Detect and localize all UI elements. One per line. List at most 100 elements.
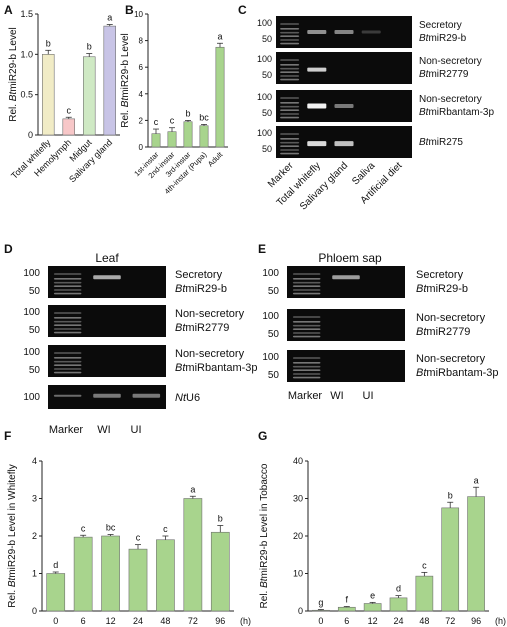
y-tick-label: 2 <box>139 116 144 125</box>
marker-size-label: 100 <box>23 347 40 358</box>
y-axis-label: Rel. BtmiR29-b Level <box>8 27 19 122</box>
gel-image <box>276 52 412 84</box>
y-tick-label: 0 <box>298 606 303 616</box>
bar <box>215 46 225 148</box>
x-tick-label: 0 <box>318 616 323 626</box>
marker-size-label: 50 <box>262 108 272 118</box>
row-label-type: Non-secretory <box>416 353 486 365</box>
bar <box>199 125 209 148</box>
row-label-type: Secretory <box>175 269 223 281</box>
x-tick-label: 72 <box>445 616 455 626</box>
gel-band <box>332 275 360 280</box>
panel-letter-e: E <box>258 242 266 256</box>
gel-band <box>334 30 354 34</box>
gel-band <box>292 365 321 368</box>
row-label-type: Non-secretory <box>419 94 482 105</box>
marker-size-label: 50 <box>29 325 41 336</box>
gel-band <box>292 328 321 330</box>
gel-band <box>53 312 82 314</box>
x-tick-label: 12 <box>106 616 116 626</box>
bar <box>441 507 460 612</box>
gel-band <box>53 352 82 354</box>
gel-band <box>292 285 321 287</box>
y-tick-label: 10 <box>293 569 303 579</box>
y-tick-label: 20 <box>293 531 303 541</box>
gel-image <box>287 266 405 298</box>
significance-letter: c <box>163 524 168 534</box>
marker-size-label: 50 <box>29 365 41 376</box>
row-label-mirna: BtmiR2779 <box>416 326 470 338</box>
x-tick-label: 0 <box>53 616 58 626</box>
panel-letter-a: A <box>4 3 13 17</box>
significance-letter: c <box>67 105 72 115</box>
lane-label: UI <box>363 390 374 402</box>
significance-letter: a <box>107 12 112 22</box>
bar <box>101 535 120 612</box>
significance-letter: d <box>396 584 401 594</box>
x-unit-label: (h) <box>495 616 506 626</box>
gel-band <box>361 30 381 34</box>
row-label-mirna: BtmiRbantam-3p <box>175 362 258 374</box>
gel-band <box>292 278 321 280</box>
marker-size-label: 50 <box>262 70 272 80</box>
bar <box>467 496 485 612</box>
marker-size-label: 100 <box>262 352 279 363</box>
bar <box>183 121 193 148</box>
row-label-type: Secretory <box>416 269 464 281</box>
panel-letter-g: G <box>258 429 267 443</box>
gel-band <box>292 324 321 327</box>
y-axis-label: Rel. BtmiR29-b Level in Whitefly <box>7 464 18 607</box>
x-tick-label: Adult <box>206 149 225 168</box>
y-tick-label: 0.5 <box>20 90 33 100</box>
lane-label: UI <box>131 424 142 436</box>
gel-band <box>280 133 300 135</box>
gel-band <box>280 71 300 73</box>
gel-band <box>292 273 321 275</box>
bar <box>73 536 93 612</box>
row-label-mirna: BtmiR2779 <box>175 322 229 334</box>
row-label-mirna: BtmiR29-b <box>419 33 467 44</box>
gel-image <box>48 345 166 377</box>
gel-band <box>280 141 300 144</box>
gel-band <box>292 281 321 284</box>
gel-image <box>287 350 405 382</box>
marker-size-label: 50 <box>268 286 280 297</box>
significance-letter: c <box>136 533 141 543</box>
y-tick-label: 1.0 <box>20 49 33 59</box>
marker-size-label: 100 <box>262 311 279 322</box>
lane-label: Marker <box>49 424 84 436</box>
x-tick-label: 96 <box>215 616 225 626</box>
bar <box>363 603 382 612</box>
row-label-mirna: BtmiR29-b <box>175 283 227 295</box>
gel-title: Leaf <box>95 251 119 265</box>
x-tick-label: 6 <box>344 616 349 626</box>
significance-letter: f <box>346 595 349 605</box>
gel-image <box>48 266 166 298</box>
x-tick-label: 24 <box>393 616 403 626</box>
y-tick-label: 2 <box>32 531 37 541</box>
gel-band <box>53 320 82 323</box>
significance-letter: a <box>190 484 195 494</box>
gel-band <box>53 285 82 287</box>
bar <box>83 56 96 136</box>
gel-band <box>280 64 300 66</box>
gel-band <box>53 368 82 370</box>
gel-band <box>292 376 321 379</box>
y-tick-label: 0 <box>28 130 33 140</box>
y-tick-label: 1.5 <box>20 9 33 19</box>
significance-letter: b <box>218 514 223 524</box>
marker-size-label: 100 <box>257 54 272 64</box>
gel-band <box>280 116 300 119</box>
y-axis-label: Rel. BtmiR29-b Level <box>120 33 131 128</box>
bar <box>42 54 55 136</box>
row-label-mirna: BtmiR2779 <box>419 69 469 80</box>
y-tick-label: 3 <box>32 494 37 504</box>
gel-band <box>280 145 300 147</box>
gel-band <box>334 104 354 108</box>
panel-letter-c: C <box>238 3 247 17</box>
gel-band <box>53 324 82 326</box>
gel-band <box>307 141 327 147</box>
significance-letter: d <box>53 560 58 570</box>
gel-band <box>292 369 321 371</box>
x-tick-label: 48 <box>160 616 170 626</box>
